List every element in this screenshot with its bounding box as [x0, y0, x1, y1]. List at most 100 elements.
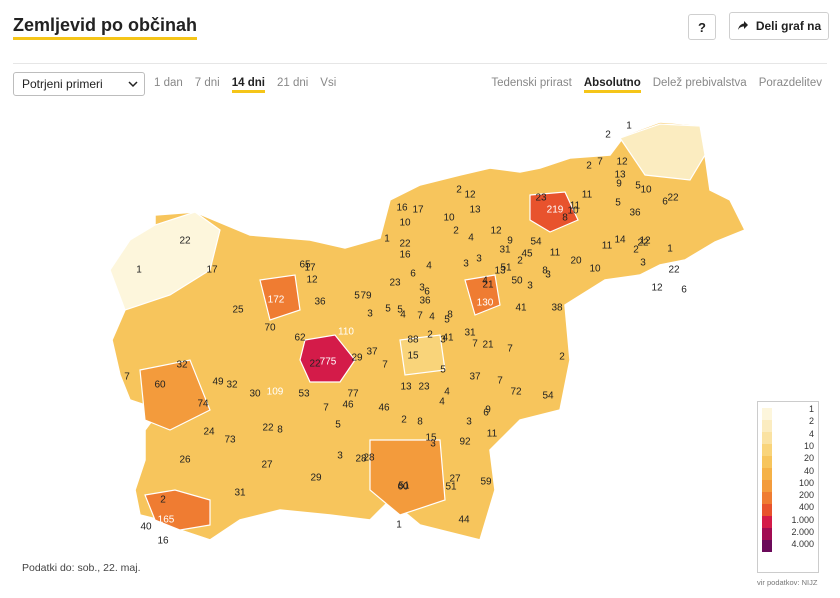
- municipality-value: 29: [310, 473, 322, 484]
- help-button[interactable]: ?: [688, 14, 716, 40]
- municipality-value: 22: [309, 359, 321, 370]
- municipality-value: 3: [419, 283, 425, 294]
- municipality-value: 31: [234, 488, 246, 499]
- municipality-value: 11: [570, 201, 581, 212]
- slovenia-outline: [109, 121, 747, 541]
- municipality-value: 13: [469, 205, 481, 216]
- municipality-value: 31: [499, 245, 511, 256]
- municipality-value: 22: [399, 239, 411, 250]
- municipality-value: 70: [264, 323, 276, 334]
- data-date-note: Podatki do: sob., 22. maj.: [22, 562, 141, 574]
- municipality-value: 2: [517, 256, 523, 267]
- tab-period-vsi[interactable]: Vsi: [320, 77, 337, 89]
- municipality-value: 45: [521, 249, 533, 260]
- municipality-value: 109: [267, 387, 284, 398]
- municipality-value: 21: [482, 280, 494, 291]
- municipality-value: 5: [635, 181, 641, 192]
- tab-period-7-dni[interactable]: 7 dni: [194, 77, 220, 89]
- legend-label: 400: [798, 502, 814, 513]
- municipality-value: 12: [306, 275, 318, 286]
- legend-swatch: [762, 408, 772, 420]
- municipality-value: 37: [366, 347, 378, 358]
- legend-label: 10: [803, 440, 814, 451]
- municipality-value: 8: [562, 213, 568, 224]
- share-button[interactable]: Deli graf na: [729, 12, 829, 40]
- municipality-value: 73: [224, 435, 236, 446]
- municipality-value: 22: [262, 423, 274, 434]
- municipality-value: 130: [477, 298, 494, 309]
- tab-mode-delez-prebivalstva[interactable]: Delež prebivalstva: [652, 77, 747, 89]
- municipality-value: 92: [459, 437, 471, 448]
- legend-label: 1: [808, 404, 814, 414]
- municipality-value: 9: [485, 405, 491, 416]
- municipality-value: 74: [197, 399, 209, 410]
- municipality-value: 22: [179, 236, 191, 247]
- municipality-map[interactable]: 7752191721651301101099288797774737270656…: [100, 120, 752, 550]
- municipality-value: 5: [615, 198, 621, 209]
- metric-select[interactable]: Potrjeni primeri: [13, 72, 145, 96]
- municipality-value: 12: [616, 157, 628, 168]
- municipality-value: 65: [299, 260, 311, 271]
- municipality-value: 2: [453, 226, 459, 237]
- region-koper: [144, 489, 211, 531]
- municipality-value: 14: [614, 235, 626, 246]
- municipality-value: 3: [463, 259, 469, 270]
- tab-mode-porazdelitev[interactable]: Porazdelitev: [758, 77, 822, 89]
- legend-swatch: [762, 540, 772, 552]
- municipality-value: 51: [445, 482, 457, 493]
- municipality-value: 88: [407, 335, 419, 346]
- municipality-value: 54: [542, 391, 554, 402]
- municipality-value: 13: [400, 382, 412, 393]
- municipality-value: 16: [399, 250, 411, 261]
- share-button-label: Deli graf na: [755, 19, 822, 33]
- municipality-value: 3: [476, 254, 482, 265]
- municipality-value: 4: [439, 397, 445, 408]
- municipality-value: 8: [417, 417, 423, 428]
- municipality-value: 53: [298, 389, 310, 400]
- tab-period-21-dni[interactable]: 21 dni: [276, 77, 309, 89]
- municipality-value: 28: [363, 453, 375, 464]
- municipality-value: 22: [637, 238, 649, 249]
- mode-tabs: Tedenski prirast Absolutno Delež prebiva…: [491, 77, 822, 93]
- page-title: Zemljevid po občinah: [13, 14, 198, 40]
- tab-period-14-dni[interactable]: 14 dni: [231, 77, 265, 93]
- municipality-value: 36: [629, 208, 641, 219]
- tab-period-1-dan[interactable]: 1 dan: [154, 77, 183, 89]
- municipality-value: 49: [212, 377, 224, 388]
- municipality-value: 12: [490, 226, 502, 237]
- municipality-value: 219: [547, 205, 564, 216]
- municipality-value: 2: [633, 245, 639, 256]
- municipality-value: 10: [589, 264, 601, 275]
- municipality-value: 62: [294, 333, 306, 344]
- municipality-value: 32: [176, 360, 188, 371]
- municipality-value: 40: [140, 522, 152, 533]
- municipality-value: 15: [425, 433, 437, 444]
- municipality-value: 7: [472, 339, 478, 350]
- municipality-value: 5: [335, 420, 341, 431]
- legend-swatch: [762, 528, 772, 540]
- municipality-value: 10: [640, 185, 652, 196]
- municipality-value: 21: [482, 340, 494, 351]
- municipality-value: 59: [480, 477, 492, 488]
- municipality-value: 23: [389, 278, 401, 289]
- legend-label: 4.000: [791, 539, 814, 550]
- municipality-value: 3: [430, 439, 436, 450]
- tab-mode-tedenski-prirast[interactable]: Tedenski prirast: [491, 77, 572, 89]
- municipality-value: 17: [206, 265, 218, 276]
- municipality-value: 46: [378, 403, 390, 414]
- tab-mode-absolutno[interactable]: Absolutno: [583, 77, 641, 93]
- legend-swatch: [762, 444, 772, 456]
- municipality-value: 7: [417, 311, 423, 322]
- legend-label: 20: [803, 453, 814, 464]
- municipality-value: 3: [545, 270, 551, 281]
- legend-label: 40: [803, 465, 814, 476]
- municipality-value: 1: [626, 121, 632, 132]
- municipality-value: 6: [483, 408, 489, 419]
- metric-select-value: Potrjeni primeri: [22, 77, 103, 91]
- legend-swatch: [762, 492, 772, 504]
- municipality-value: 110: [338, 327, 354, 338]
- municipality-value: 27: [261, 460, 273, 471]
- municipality-value: 7: [124, 372, 130, 383]
- region-celje: [464, 274, 501, 316]
- municipality-value: 5: [444, 315, 450, 326]
